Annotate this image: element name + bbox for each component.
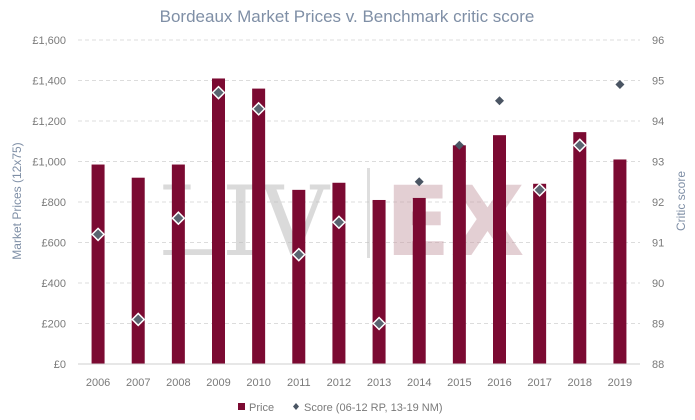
- x-tick-label: 2019: [608, 377, 632, 389]
- x-tick-label: 2008: [166, 377, 190, 389]
- left-axis-ticks: £0 £200 £400 £600 £800 £1,000 £1,200 £1,400 £1,6…: [32, 35, 66, 371]
- price-bar: [332, 182, 346, 364]
- score-marker: [495, 96, 504, 106]
- price-bar: [573, 132, 587, 364]
- price-bar: [131, 177, 145, 364]
- left-axis-label: Market Prices (12x75): [10, 142, 24, 259]
- price-bar: [613, 159, 627, 364]
- score-marker: [615, 80, 625, 90]
- legend-price-label: Price: [249, 402, 274, 414]
- x-tick-label: 2018: [568, 377, 592, 389]
- price-bar: [533, 183, 547, 364]
- y2-tick-label: 93: [652, 157, 664, 169]
- legend-score-diamond: [293, 403, 299, 410]
- score-marker: [131, 312, 146, 327]
- y-tick-label: £1,400: [32, 76, 66, 88]
- y2-tick-label: 92: [652, 197, 664, 209]
- x-tick-label: 2015: [447, 377, 471, 389]
- watermark-divider: [367, 168, 370, 258]
- y2-tick-label: 96: [652, 35, 664, 47]
- score-markers: [91, 80, 625, 331]
- y2-tick-label: 90: [652, 278, 664, 290]
- y-tick-label: £0: [54, 359, 66, 371]
- y2-tick-label: 91: [652, 238, 664, 250]
- score-marker: [91, 227, 106, 242]
- x-tick-label: 2006: [86, 377, 110, 389]
- chart-title: Bordeaux Market Prices v. Benchmark crit…: [160, 7, 535, 26]
- y-tick-label: £1,000: [32, 157, 66, 169]
- y-tick-label: £400: [42, 278, 66, 290]
- right-axis-ticks: 88 89 90 91 92 93 94 95 96: [652, 35, 664, 371]
- legend-score-label: Score (06-12 RP, 13-19 NM): [304, 402, 443, 414]
- price-bar: [372, 199, 386, 364]
- price-bar: [292, 189, 306, 364]
- right-axis-label: Critic score: [674, 171, 688, 231]
- score-marker: [291, 247, 306, 262]
- x-tick-label: 2014: [407, 377, 431, 389]
- score-marker: [572, 138, 587, 153]
- price-bar: [412, 197, 426, 364]
- score-marker: [331, 215, 346, 230]
- legend-price-swatch: [238, 403, 245, 410]
- score-marker: [414, 177, 424, 187]
- legend: Price Score (06-12 RP, 13-19 NM): [238, 402, 443, 414]
- score-marker: [171, 211, 186, 226]
- price-bar: [171, 164, 185, 364]
- price-bar: [212, 78, 225, 364]
- y2-tick-label: 88: [652, 359, 664, 371]
- x-tick-label: 2011: [287, 377, 311, 389]
- price-bar: [493, 135, 506, 364]
- y-tick-label: £1,600: [32, 35, 66, 47]
- score-marker: [532, 182, 547, 197]
- x-tick-label: 2010: [246, 377, 270, 389]
- price-bar: [91, 164, 105, 364]
- x-tick-label: 2017: [527, 377, 551, 389]
- score-marker: [251, 101, 266, 116]
- x-tick-label: 2013: [367, 377, 391, 389]
- y-tick-label: £800: [42, 197, 66, 209]
- score-marker: [454, 140, 464, 150]
- y-tick-label: £1,200: [32, 116, 66, 128]
- x-tick-label: 2016: [487, 377, 511, 389]
- x-tick-label: 2007: [126, 377, 150, 389]
- price-bar: [252, 88, 266, 364]
- y-tick-label: £600: [42, 238, 66, 250]
- score-marker: [211, 85, 226, 100]
- y2-tick-label: 95: [652, 76, 664, 88]
- x-tick-label: 2009: [206, 377, 230, 389]
- x-tick-label: 2012: [327, 377, 351, 389]
- y2-tick-label: 94: [652, 116, 664, 128]
- price-bar: [452, 145, 466, 364]
- y-tick-label: £200: [42, 319, 66, 331]
- y2-tick-label: 89: [652, 319, 664, 331]
- x-axis-ticks: 2006 2007 2008 2009 2010 2011 2012 2013 2014 2015…: [86, 377, 632, 389]
- score-marker: [372, 316, 387, 331]
- gridlines: [78, 39, 640, 324]
